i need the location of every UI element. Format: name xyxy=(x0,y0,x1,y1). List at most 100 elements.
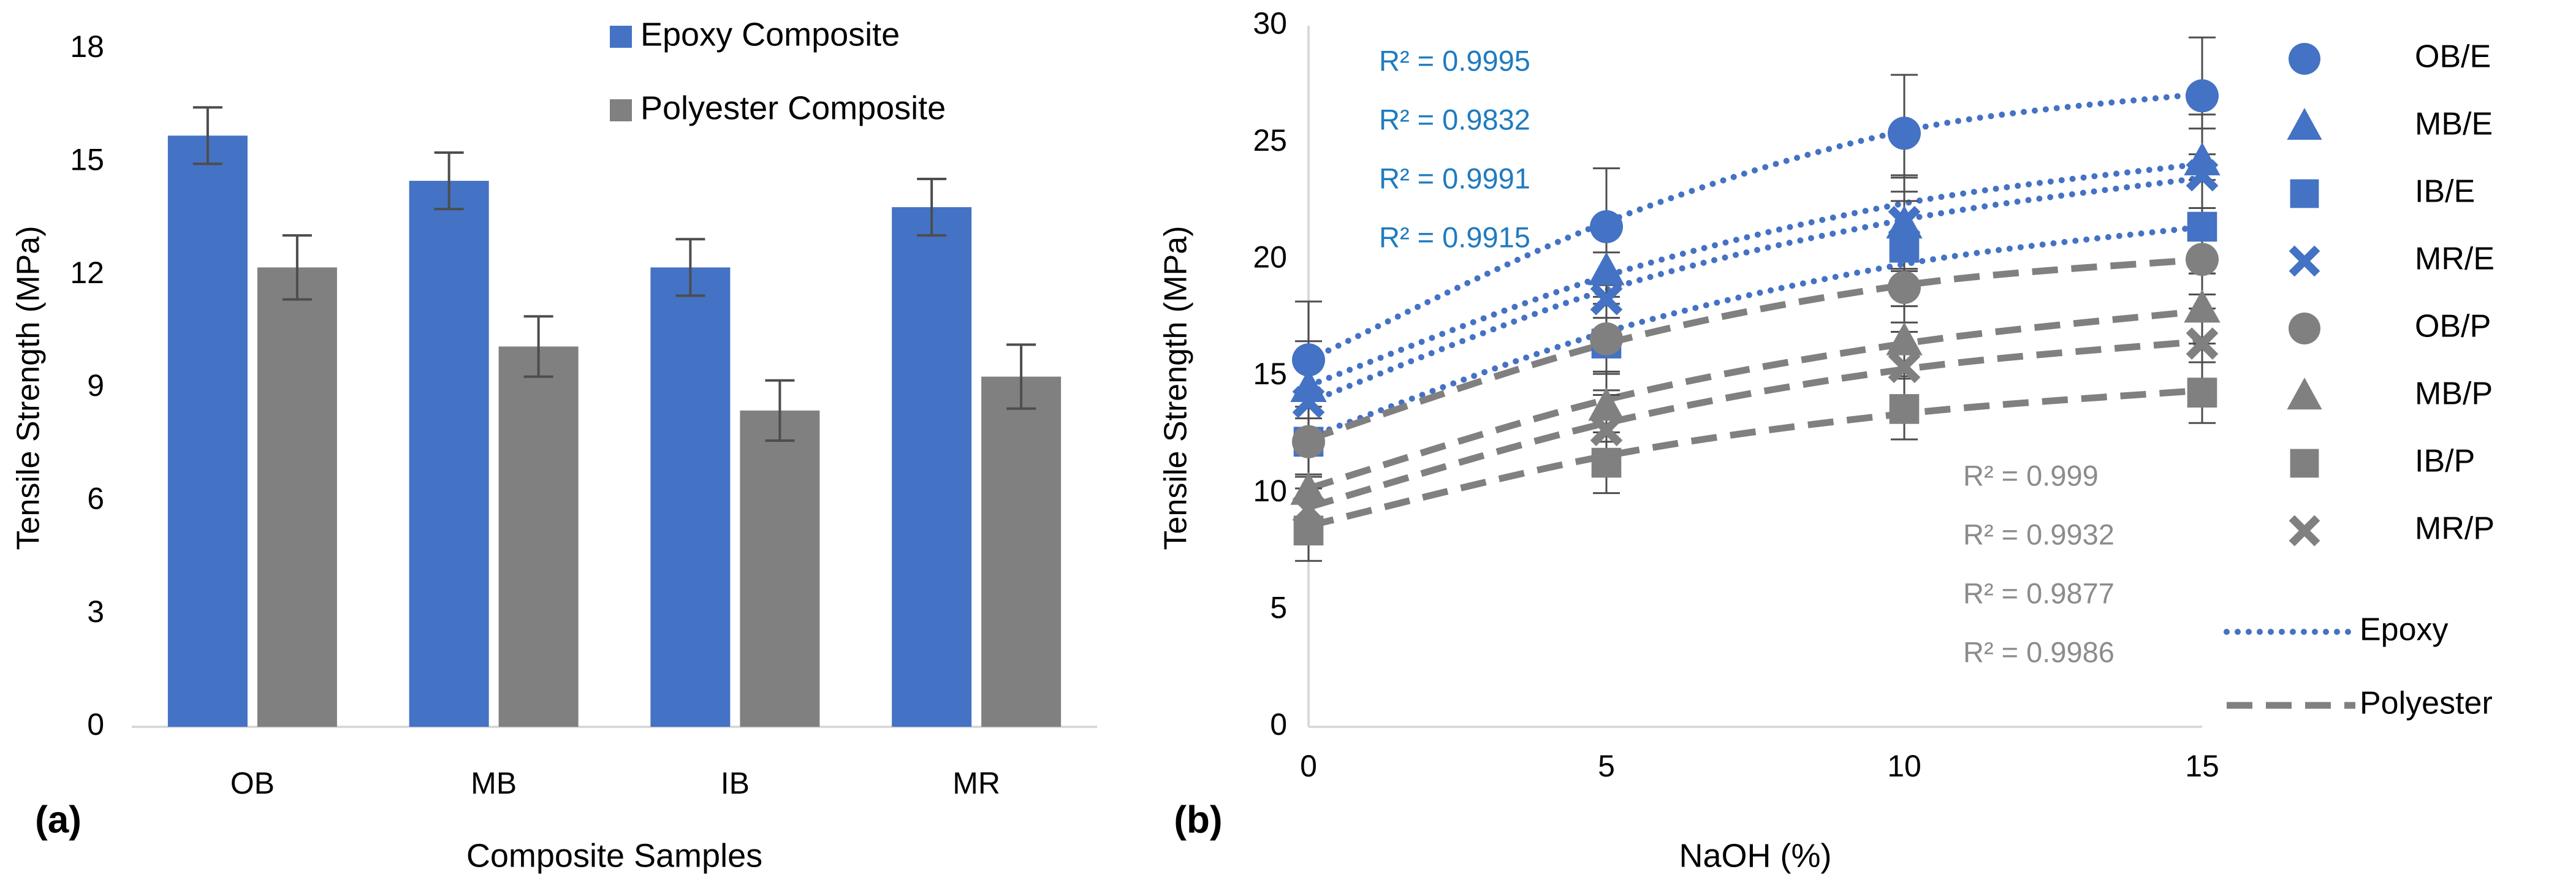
y-tick-label: 12 xyxy=(70,256,104,290)
trendline-epoxy xyxy=(1305,174,2205,405)
bar-polyester-composite xyxy=(740,410,820,727)
error-bar xyxy=(1006,343,1036,410)
y-tick-label: 15 xyxy=(70,143,104,177)
legend-swatch xyxy=(610,26,632,48)
y-tick-label: 20 xyxy=(1253,240,1287,275)
legend-label: MB/E xyxy=(2415,107,2493,142)
y-tick-label: 15 xyxy=(1253,357,1287,391)
panel-a-bar-chart: 0 3 6 9 12 15 18 OB MB IB MR Tensile Strength (MPa)… xyxy=(11,16,1097,874)
bar-polyester-composite xyxy=(498,346,579,727)
legend-swatch xyxy=(610,99,632,121)
r2-annotation-epoxy: R² = 0.9991 xyxy=(1379,162,1530,194)
legend-label: OB/E xyxy=(2415,39,2491,75)
point-ob-e xyxy=(1590,210,1623,243)
point-ob-p xyxy=(1590,322,1623,355)
legend-label: Epoxy xyxy=(2360,612,2449,648)
legend-label: Polyester Composite xyxy=(640,89,946,126)
point-ib-e xyxy=(2187,211,2217,242)
point-ib-p xyxy=(1889,394,1920,424)
y-tick-label: 5 xyxy=(1270,591,1287,625)
trendline-epoxy xyxy=(1305,160,2205,389)
legend-label: IB/P xyxy=(2415,444,2475,479)
legend-label: OB/P xyxy=(2415,309,2491,344)
legend-label: IB/E xyxy=(2415,174,2475,210)
x-axis-title: NaOH (%) xyxy=(1679,837,1831,874)
point-mr-p xyxy=(1292,493,1325,526)
error-bar xyxy=(192,106,222,165)
point-mb-p xyxy=(1886,322,1923,355)
x-tick-label: 0 xyxy=(1300,749,1317,783)
x-tick-label: 10 xyxy=(1887,749,1921,783)
panel-label: (a) xyxy=(35,799,82,841)
point-mb-p xyxy=(2184,289,2221,323)
legend-marker xyxy=(2289,313,2320,344)
x-tick-label: OB xyxy=(230,766,275,800)
x-axis-title: Composite Samples xyxy=(466,837,762,874)
y-tick-label: 25 xyxy=(1253,123,1287,157)
x-tick-label: IB xyxy=(721,766,750,800)
y-tick-label: 0 xyxy=(1270,707,1287,742)
r2-annotation-polyester: R² = 0.9877 xyxy=(1963,577,2114,609)
point-mb-p xyxy=(1588,387,1625,421)
point-mr-p xyxy=(1590,414,1623,447)
point-mr-p xyxy=(1888,351,1921,384)
x-tick-label: 15 xyxy=(2185,749,2219,783)
error-bar xyxy=(523,315,553,378)
bar-epoxy-composite xyxy=(892,207,972,727)
point-ob-e xyxy=(1888,116,1921,150)
panel-label: (b) xyxy=(1174,799,1222,841)
legend-label: Polyester xyxy=(2360,686,2493,721)
point-mr-e xyxy=(1292,385,1325,419)
trendline-polyester xyxy=(1307,387,2203,529)
point-mr-e xyxy=(2186,159,2219,192)
trendline-polyester xyxy=(1307,307,2203,492)
bar-polyester-composite xyxy=(257,267,337,727)
point-ib-p xyxy=(1591,447,1622,478)
error-bar xyxy=(765,379,795,442)
point-ob-p xyxy=(2186,243,2219,276)
legend-label: Epoxy Composite xyxy=(640,16,900,53)
y-tick-label: 3 xyxy=(87,594,104,629)
legend-label: MR/E xyxy=(2415,241,2494,277)
error-bar xyxy=(282,234,312,301)
y-tick-label: 18 xyxy=(70,29,104,64)
point-ob-p xyxy=(1888,271,1921,305)
point-mb-e xyxy=(1588,252,1625,286)
legend-label: MB/P xyxy=(2415,376,2493,412)
legend-marker xyxy=(2287,378,2322,410)
y-axis-title: Tensile Strength (MPa) xyxy=(11,226,47,550)
r2-annotation-epoxy: R² = 0.9832 xyxy=(1379,103,1530,135)
r2-annotation-epoxy: R² = 0.9915 xyxy=(1379,221,1530,253)
legend-marker xyxy=(2290,449,2319,478)
legend-marker xyxy=(2289,515,2320,547)
legend-marker xyxy=(2289,43,2320,75)
point-ib-p xyxy=(2187,378,2217,408)
r2-annotation-polyester: R² = 0.999 xyxy=(1963,459,2099,491)
trendline-polyester xyxy=(1307,338,2203,510)
trendline-polyester xyxy=(1307,256,2203,443)
bar-epoxy-composite xyxy=(167,135,248,727)
point-ob-p xyxy=(1292,425,1325,458)
point-ob-e xyxy=(1292,343,1325,377)
y-axis-title: Tensile Strength (MPa) xyxy=(1158,226,1194,550)
bar-epoxy-composite xyxy=(650,267,731,727)
legend-label: MR/P xyxy=(2415,511,2494,547)
point-mr-e xyxy=(1590,283,1623,316)
legend-marker xyxy=(2290,179,2319,208)
bar-epoxy-composite xyxy=(409,181,489,727)
y-tick-label: 0 xyxy=(87,707,104,742)
y-tick-label: 30 xyxy=(1253,6,1287,40)
error-bar xyxy=(434,151,464,211)
r2-annotation-polyester: R² = 0.9932 xyxy=(1963,518,2114,550)
y-tick-label: 6 xyxy=(87,482,104,516)
error-bar xyxy=(675,238,705,297)
point-ib-e xyxy=(1889,232,1920,263)
bar-polyester-composite xyxy=(981,376,1062,727)
error-bar xyxy=(917,177,947,237)
y-tick-label: 10 xyxy=(1253,474,1287,508)
x-tick-label: MR xyxy=(952,766,1000,800)
legend-marker xyxy=(2289,245,2320,277)
x-tick-label: MB xyxy=(471,766,517,800)
point-mr-p xyxy=(2186,327,2219,360)
